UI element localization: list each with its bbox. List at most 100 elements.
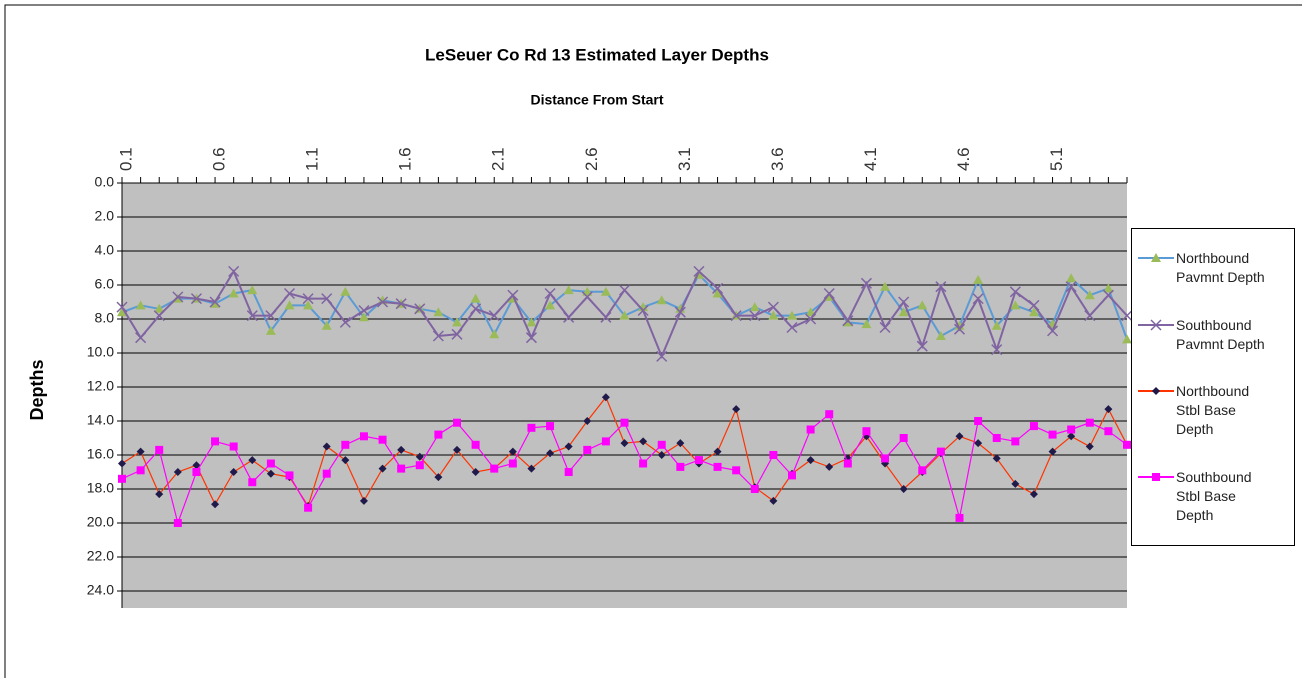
y-tick-label: 20.0: [87, 514, 114, 530]
marker: [955, 432, 964, 441]
marker: [991, 344, 1003, 356]
legend-label: Northbound Pavmnt Depth: [1176, 250, 1265, 286]
marker: [693, 265, 705, 277]
marker: [618, 284, 631, 296]
marker: [136, 447, 145, 456]
marker: [1123, 440, 1131, 449]
marker: [767, 301, 779, 313]
marker: [527, 464, 536, 473]
marker: [619, 310, 630, 320]
marker: [1028, 307, 1039, 317]
marker: [973, 274, 984, 284]
marker: [545, 300, 556, 310]
marker: [657, 440, 666, 449]
marker: [879, 321, 891, 334]
marker: [265, 310, 277, 322]
x-tick-label: 0.1: [116, 147, 135, 171]
x-tick-label: 1.1: [303, 147, 322, 171]
marker: [434, 473, 443, 482]
marker: [936, 447, 945, 456]
legend-swatch: [1138, 387, 1174, 396]
marker: [525, 332, 537, 344]
marker: [583, 445, 592, 454]
marker: [1084, 310, 1096, 322]
marker: [732, 466, 741, 475]
marker: [304, 503, 313, 512]
marker: [713, 462, 722, 471]
y-tick-label: 16.0: [87, 446, 114, 462]
marker: [917, 300, 928, 310]
y-tick-label: 2.0: [95, 208, 115, 224]
marker: [656, 350, 668, 362]
marker: [1028, 299, 1040, 311]
x-tick-label: 2.1: [489, 147, 508, 171]
marker: [303, 300, 314, 310]
x-tick-label: 5.1: [1047, 147, 1066, 171]
x-tick-label: 1.6: [396, 147, 415, 171]
marker: [1102, 289, 1114, 301]
legend-entry: Northbound Stbl Base Depth: [1136, 382, 1290, 439]
marker: [490, 464, 499, 473]
marker: [283, 287, 296, 300]
marker: [620, 418, 629, 427]
marker: [488, 310, 500, 322]
marker: [1065, 281, 1077, 293]
marker: [1085, 442, 1094, 451]
marker: [639, 437, 648, 446]
chart-title: LeSeuer Co Rd 13 Estimated Layer Depths: [425, 45, 769, 64]
marker: [600, 286, 611, 296]
marker: [248, 456, 257, 465]
marker: [825, 462, 834, 471]
marker: [116, 301, 128, 313]
marker: [601, 393, 610, 402]
plot-area: [122, 183, 1127, 608]
marker: [972, 293, 984, 305]
marker: [563, 311, 575, 323]
y-tick-label: 22.0: [87, 548, 114, 564]
marker: [247, 285, 258, 295]
marker: [414, 303, 426, 315]
legend-entry: Northbound Pavmnt Depth: [1136, 249, 1290, 287]
marker: [378, 464, 387, 473]
marker: [135, 300, 146, 310]
marker: [860, 277, 872, 289]
legend-swatch: [1138, 319, 1174, 331]
marker: [153, 310, 165, 322]
marker: [359, 432, 368, 441]
marker: [805, 313, 817, 325]
x-tick-label: 4.6: [954, 147, 973, 171]
marker: [992, 454, 1001, 463]
y-tick-label: 6.0: [95, 276, 115, 292]
marker: [750, 485, 759, 493]
marker: [453, 445, 461, 454]
marker: [749, 302, 760, 312]
marker: [229, 442, 238, 451]
marker: [248, 478, 257, 487]
marker: [470, 293, 481, 303]
marker: [229, 468, 238, 476]
legend-entry: Southbound Stbl Base Depth: [1136, 468, 1290, 525]
marker: [769, 451, 778, 459]
marker: [209, 296, 221, 308]
marker: [526, 317, 537, 327]
marker: [935, 281, 947, 293]
marker: [1150, 319, 1162, 331]
marker: [1029, 490, 1038, 499]
marker: [583, 417, 592, 425]
marker: [359, 496, 368, 505]
marker: [1104, 405, 1113, 414]
marker: [955, 513, 964, 522]
marker: [471, 440, 480, 449]
marker: [211, 500, 220, 509]
marker: [953, 323, 966, 335]
marker: [415, 452, 424, 461]
x-tick-label: 4.1: [861, 147, 880, 171]
marker: [1151, 253, 1161, 263]
legend-swatch: [1138, 253, 1174, 263]
marker: [155, 445, 164, 454]
marker: [154, 303, 165, 313]
marker: [507, 289, 519, 301]
marker: [527, 423, 536, 432]
marker: [378, 435, 387, 444]
